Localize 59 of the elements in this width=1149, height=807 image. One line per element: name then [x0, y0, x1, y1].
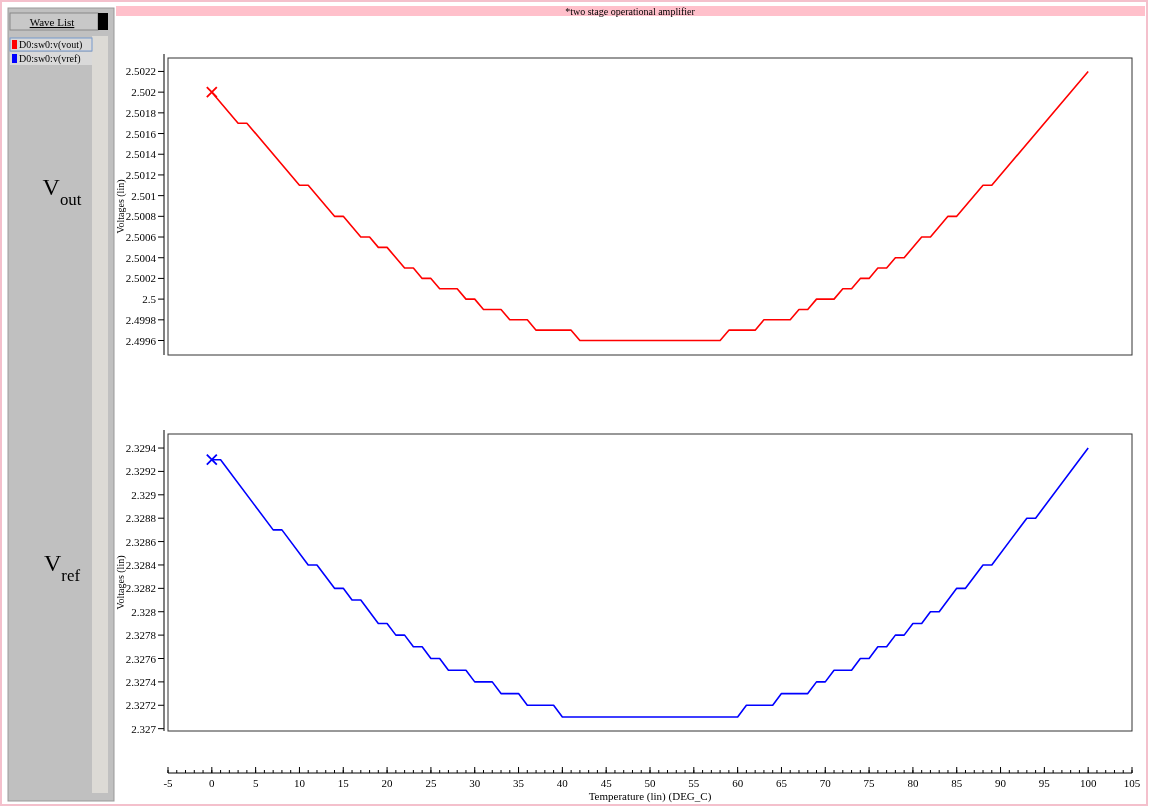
- legend-title: Wave List: [29, 16, 75, 28]
- x-tick-label: 0: [209, 777, 216, 789]
- y-tick-label: 2.5016: [125, 127, 157, 140]
- x-tick-label: 30: [469, 777, 481, 789]
- x-tick-label: 95: [1038, 777, 1051, 789]
- legend-label: D0:sw0:v(vref): [19, 53, 81, 65]
- y-tick-label: 2.3294: [125, 442, 157, 455]
- x-tick-label: 15: [337, 777, 350, 789]
- y-tick-label: 2.3274: [125, 675, 157, 688]
- x-tick-label: -5: [163, 777, 174, 789]
- y-axis-title: Voltages (lin): [115, 179, 127, 234]
- x-tick-label: 20: [381, 777, 394, 789]
- y-tick-label: 2.5: [142, 293, 157, 306]
- x-tick-label: 10: [293, 777, 306, 789]
- x-tick-label: 65: [775, 777, 788, 789]
- x-tick-label: 60: [732, 777, 744, 789]
- y-tick-label: 2.4998: [125, 313, 157, 326]
- text: V$_{out}$: [42, 173, 82, 208]
- x-tick-label: 85: [951, 777, 963, 789]
- x-tick-label: 35: [513, 777, 525, 789]
- y-tick-label: 2.5008: [125, 210, 157, 223]
- x-tick-label: 105: [1123, 777, 1141, 789]
- y-tick-label: 2.3272: [125, 699, 156, 712]
- y-tick-label: 2.5004: [125, 251, 157, 264]
- y-tick-label: 2.3282: [125, 582, 156, 595]
- y-tick-label: 2.3288: [125, 512, 157, 525]
- y-tick-label: 2.4996: [125, 334, 157, 347]
- y-tick-label: 2.327: [131, 722, 157, 735]
- x-tick-label: 55: [688, 777, 700, 789]
- x-tick-label: 5: [252, 777, 259, 789]
- y-tick-label: 2.3284: [125, 558, 157, 571]
- y-tick-label: 2.5022: [125, 65, 156, 78]
- y-tick-label: 2.328: [131, 605, 157, 618]
- y-tick-label: 2.501: [131, 189, 156, 202]
- y-tick-label: 2.5014: [125, 148, 157, 161]
- y-tick-label: 2.5006: [125, 231, 157, 244]
- x-tick-label: 75: [863, 777, 876, 789]
- x-tick-label: 50: [644, 777, 656, 789]
- y-tick-label: 2.502: [131, 86, 156, 99]
- y-tick-label: 2.329: [131, 488, 157, 501]
- y-tick-label: 2.3286: [125, 535, 157, 548]
- y-tick-label: 2.5018: [125, 106, 157, 119]
- y-tick-label: 2.5012: [125, 168, 156, 181]
- x-tick-label: 25: [425, 777, 437, 789]
- x-tick-label: 45: [600, 777, 613, 789]
- x-tick-label: 80: [907, 777, 919, 789]
- y-tick-label: 2.3292: [125, 465, 156, 478]
- y-tick-label: 2.5002: [125, 272, 156, 285]
- y-axis-title: Voltages (lin): [115, 555, 127, 610]
- x-tick-label: 100: [1079, 777, 1097, 789]
- x-axis-title: Temperature (lin) (DEG_C): [588, 790, 712, 803]
- y-tick-label: 2.3278: [125, 629, 157, 642]
- x-tick-label: 90: [995, 777, 1007, 789]
- x-tick-label: 70: [819, 777, 832, 789]
- text: V$_{ref}$: [44, 549, 81, 584]
- chart-title: *two stage operational amplifier: [565, 6, 696, 17]
- legend-label: D0:sw0:v(vout): [19, 39, 83, 51]
- x-tick-label: 40: [556, 777, 569, 789]
- y-tick-label: 2.3276: [125, 652, 157, 665]
